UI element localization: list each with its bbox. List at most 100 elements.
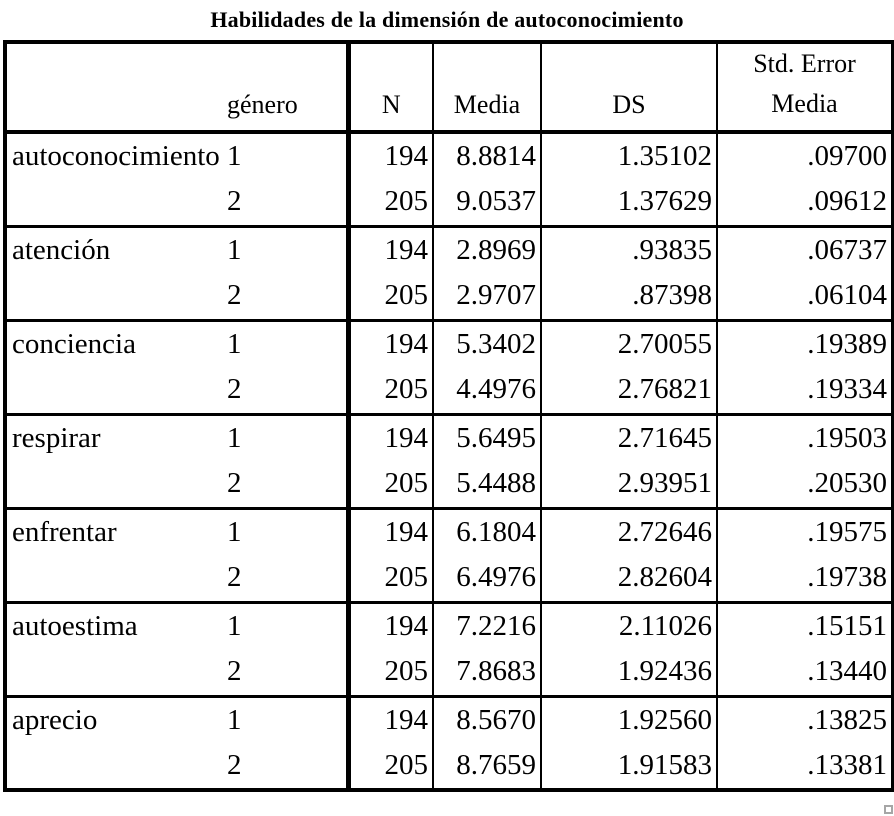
- genero-value: 2: [227, 655, 242, 688]
- n-value: 205: [345, 461, 433, 508]
- se-value: .13825: [716, 696, 893, 743]
- ds-value: 1.92560: [540, 696, 717, 743]
- variable-group-enfrentar: enfrentar 1 194 6.1804 2.72646 .19575 2 …: [5, 508, 893, 602]
- ds-value: 2.93951: [540, 461, 717, 508]
- header-row: género N Media DS Std. Error Media: [5, 42, 893, 134]
- variable-label: enfrentar: [12, 515, 117, 548]
- variable-label: aprecio: [12, 703, 98, 736]
- variable-group-conciencia: conciencia 1 194 5.3402 2.70055 .19389 2…: [5, 320, 893, 414]
- genero-value: 1: [227, 233, 242, 266]
- ds-value: 1.35102: [540, 132, 717, 179]
- n-value: 194: [345, 132, 433, 179]
- table-row: respirar 1 194 5.6495 2.71645 .19503: [5, 414, 893, 461]
- table-row: 2 205 9.0537 1.37629 .09612: [5, 179, 893, 226]
- variable-group-respirar: respirar 1 194 5.6495 2.71645 .19503 2 2…: [5, 414, 893, 508]
- variable-label-empty: [5, 555, 222, 602]
- table-row: 2 205 8.7659 1.91583 .13381: [5, 743, 893, 790]
- variable-label: autoconocimiento: [12, 140, 220, 172]
- media-value: 6.1804: [432, 508, 541, 555]
- genero-value: 2: [227, 467, 242, 500]
- header-media: Media: [432, 42, 541, 134]
- variable-group-atencion: atención 1 194 2.8969 .93835 .06737 2 20…: [5, 226, 893, 320]
- n-value: 205: [345, 273, 433, 320]
- variable-group-autoconocimiento: autoconocimiento 1 194 8.8814 1.35102 .0…: [5, 132, 893, 226]
- ds-value: 1.91583: [540, 743, 717, 790]
- media-value: 4.4976: [432, 367, 541, 414]
- n-value: 205: [345, 555, 433, 602]
- variable-label: conciencia: [12, 327, 136, 360]
- table-row: aprecio 1 194 8.5670 1.92560 .13825: [5, 696, 893, 743]
- media-value: 6.4976: [432, 555, 541, 602]
- variable-label-empty: [5, 743, 222, 790]
- n-value: 194: [345, 602, 433, 649]
- header-empty-label: [5, 42, 222, 134]
- se-value: .19575: [716, 508, 893, 555]
- ds-value: 2.82604: [540, 555, 717, 602]
- se-value: .20530: [716, 461, 893, 508]
- variable-label: autoestima: [12, 609, 138, 642]
- media-value: 8.7659: [432, 743, 541, 790]
- variable-label-empty: [5, 367, 222, 414]
- table-header: género N Media DS Std. Error Media: [5, 42, 893, 134]
- n-value: 194: [345, 320, 433, 367]
- se-value: .09612: [716, 179, 893, 226]
- media-value: 9.0537: [432, 179, 541, 226]
- se-value: .19389: [716, 320, 893, 367]
- se-value: .19503: [716, 414, 893, 461]
- media-value: 5.3402: [432, 320, 541, 367]
- genero-value: 2: [227, 749, 242, 781]
- ds-value: 2.76821: [540, 367, 717, 414]
- group-statistics-table: género N Media DS Std. Error Media autoc…: [3, 40, 894, 792]
- genero-value: 1: [227, 609, 242, 642]
- n-value: 205: [345, 179, 433, 226]
- header-n: N: [345, 42, 433, 134]
- genero-value: 2: [227, 185, 242, 218]
- media-value: 8.8814: [432, 132, 541, 179]
- variable-group-aprecio: aprecio 1 194 8.5670 1.92560 .13825 2 20…: [5, 696, 893, 790]
- ds-value: .87398: [540, 273, 717, 320]
- genero-value: 2: [227, 373, 242, 406]
- header-std-error-media: Std. Error Media: [716, 42, 893, 134]
- header-std-error-line1: Std. Error: [753, 49, 856, 78]
- table-title: Habilidades de la dimensión de autoconoc…: [210, 7, 684, 32]
- media-value: 5.4488: [432, 461, 541, 508]
- genero-value: 1: [227, 421, 242, 454]
- ds-value: 2.70055: [540, 320, 717, 367]
- genero-value: 1: [227, 327, 242, 360]
- genero-value: 1: [227, 703, 242, 736]
- header-std-error-line2: Media: [771, 89, 838, 118]
- genero-value: 1: [227, 515, 242, 548]
- genero-value: 2: [227, 279, 242, 312]
- genero-value: 1: [227, 140, 242, 172]
- se-value: .13440: [716, 649, 893, 696]
- n-value: 194: [345, 414, 433, 461]
- variable-label: respirar: [12, 421, 101, 454]
- variable-label-empty: [5, 179, 222, 226]
- n-value: 194: [345, 226, 433, 273]
- media-value: 2.9707: [432, 273, 541, 320]
- table-row: autoconocimiento 1 194 8.8814 1.35102 .0…: [5, 132, 893, 179]
- se-value: .13381: [716, 743, 893, 790]
- ds-value: .93835: [540, 226, 717, 273]
- n-value: 205: [345, 649, 433, 696]
- media-value: 8.5670: [432, 696, 541, 743]
- media-value: 2.8969: [432, 226, 541, 273]
- variable-label-empty: [5, 649, 222, 696]
- ds-value: 2.71645: [540, 414, 717, 461]
- variable-group-autoestima: autoestima 1 194 7.2216 2.11026 .15151 2…: [5, 602, 893, 696]
- n-value: 194: [345, 508, 433, 555]
- header-ds: DS: [540, 42, 717, 134]
- se-value: .06737: [716, 226, 893, 273]
- table-row: enfrentar 1 194 6.1804 2.72646 .19575: [5, 508, 893, 555]
- table-row: 2 205 6.4976 2.82604 .19738: [5, 555, 893, 602]
- ds-value: 2.11026: [540, 602, 717, 649]
- table-row: autoestima 1 194 7.2216 2.11026 .15151: [5, 602, 893, 649]
- se-value: .19738: [716, 555, 893, 602]
- variable-label-empty: [5, 273, 222, 320]
- ds-value: 1.37629: [540, 179, 717, 226]
- resize-handle[interactable]: [884, 805, 893, 814]
- media-value: 7.2216: [432, 602, 541, 649]
- table-row: conciencia 1 194 5.3402 2.70055 .19389: [5, 320, 893, 367]
- header-genero: género: [222, 42, 348, 134]
- table-row: atención 1 194 2.8969 .93835 .06737: [5, 226, 893, 273]
